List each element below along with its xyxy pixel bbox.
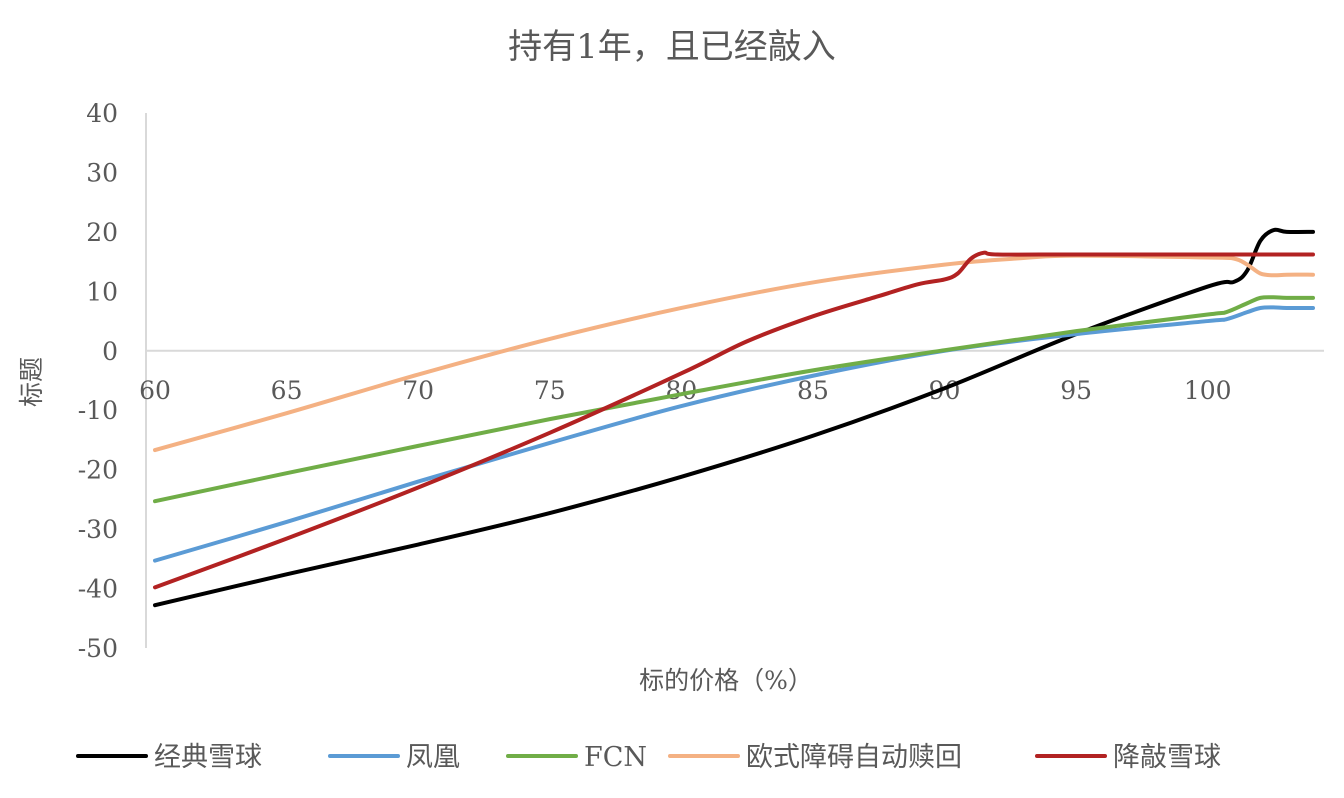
y-tick-label: 10 <box>86 277 118 306</box>
x-tick-label: 100 <box>1184 376 1232 405</box>
legend-label-3: FCN <box>584 742 647 773</box>
legend-label-5: 降敲雪球 <box>1113 742 1221 773</box>
y-tick-label: -30 <box>78 515 118 544</box>
legend: 经典雪球 凤凰 FCN 欧式障碍自动赎回 降敲雪球 <box>76 742 1221 773</box>
legend-label-1: 经典雪球 <box>154 742 262 773</box>
y-tick-label: 0 <box>102 337 118 366</box>
x-tick-label: 60 <box>139 376 171 405</box>
x-tick-label: 85 <box>797 376 829 405</box>
x-tick-label: 70 <box>402 376 434 405</box>
x-tick-label: 95 <box>1060 376 1092 405</box>
chart-title: 持有1年，且已经敲入 <box>508 27 836 67</box>
y-tick-label: -20 <box>78 456 118 485</box>
legend-label-4: 欧式障碍自动赎回 <box>746 742 962 773</box>
y-tick-label: -10 <box>78 396 118 425</box>
y-tick-label: 30 <box>86 158 118 187</box>
x-tick-label: 65 <box>271 376 303 405</box>
series-line-5 <box>153 250 1315 590</box>
y-tick-label: -40 <box>78 575 118 604</box>
series-line-4 <box>153 253 1315 453</box>
legend-label-2: 凤凰 <box>406 742 460 773</box>
series-line-1 <box>153 227 1315 608</box>
y-tick-label: -50 <box>78 634 118 663</box>
x-axis-title: 标的价格（%） <box>639 666 813 695</box>
y-axis-title: 标题 <box>17 357 46 407</box>
x-tick-label: 75 <box>534 376 566 405</box>
y-tick-label: 40 <box>86 99 118 128</box>
series-line-3 <box>153 295 1315 504</box>
y-tick-label: 20 <box>86 218 118 247</box>
plot-area <box>153 227 1315 608</box>
